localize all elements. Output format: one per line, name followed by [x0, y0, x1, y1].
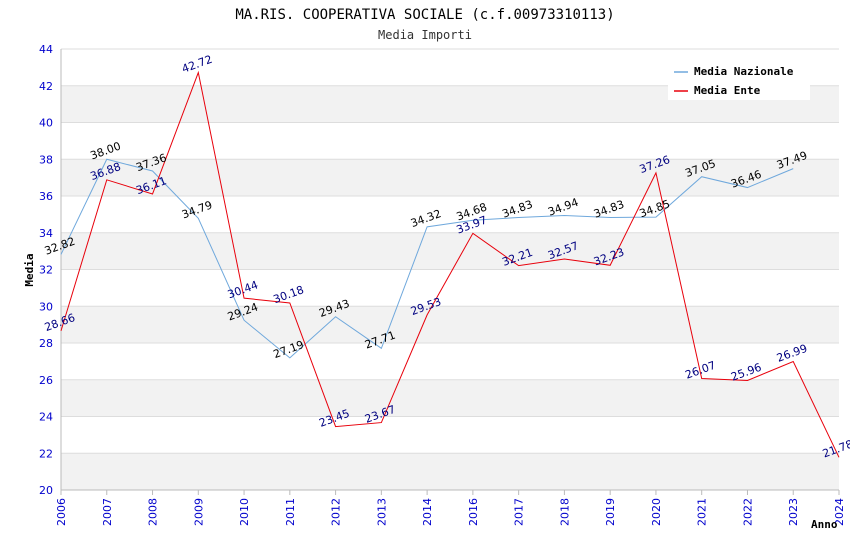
y-axis-label: Media: [23, 253, 36, 286]
x-tick-label: 2010: [238, 498, 251, 526]
y-tick-label: 26: [39, 374, 53, 387]
y-tick-label: 38: [39, 153, 53, 166]
y-tick-label: 30: [39, 300, 53, 313]
x-axis-label: Anno: [811, 518, 838, 531]
background-band: [61, 453, 839, 490]
axes: [60, 49, 840, 495]
y-tick-label: 32: [39, 264, 53, 277]
series-lines: [60, 70, 840, 458]
legend-box: [668, 60, 810, 100]
y-tick-label: 40: [39, 117, 53, 130]
x-tick-label: 2021: [696, 498, 709, 526]
background-band: [61, 232, 839, 270]
y-tick-label: 22: [39, 447, 53, 460]
x-tick-label: 2012: [330, 498, 343, 526]
x-tick-label: 2016: [467, 498, 480, 526]
x-tick-label: 2009: [192, 498, 205, 526]
x-tick-label: 2008: [147, 498, 160, 526]
y-tick-label: 20: [39, 484, 53, 497]
data-label-nazionale: 34.79: [180, 198, 214, 221]
x-tick-label: 2019: [604, 498, 617, 526]
y-tick-label: 34: [39, 227, 53, 240]
y-tick-label: 44: [39, 43, 53, 56]
chart-title: MA.RIS. COOPERATIVA SOCIALE (c.f.0097331…: [235, 7, 614, 23]
data-label-ente: 42.72: [180, 53, 214, 76]
grid-lines: [61, 48, 839, 491]
x-tick-label: 2006: [55, 498, 68, 526]
x-tick-label: 2024: [833, 498, 846, 526]
chart-subtitle: Media Importi: [378, 28, 472, 42]
series-line-nazionale: [60, 158, 794, 359]
legend-label-nazionale: Media Nazionale: [694, 65, 794, 78]
legend-label-ente: Media Ente: [694, 84, 761, 97]
x-tick-label: 2013: [375, 498, 388, 526]
y-tick-label: 36: [39, 190, 53, 203]
x-tick-label: 2011: [284, 498, 297, 526]
x-tick-label: 2014: [421, 498, 434, 526]
x-tick-label: 2022: [741, 498, 754, 526]
x-tick-label: 2018: [558, 498, 571, 526]
legend: Media Nazionale Media Ente: [668, 60, 810, 100]
background-band: [61, 159, 839, 196]
y-tick-labels: 20 22 24 26 28 30 32 34 36 38 40 42 44: [39, 43, 53, 497]
series-line-ente: [60, 70, 840, 458]
x-tick-label: 2007: [101, 498, 114, 526]
data-label-nazionale: 34.32: [409, 207, 443, 230]
background-band: [61, 306, 839, 343]
x-tick-label: 2020: [650, 498, 663, 526]
y-tick-label: 28: [39, 337, 53, 350]
data-label-ente: 26.99: [775, 342, 809, 365]
x-tick-label: 2023: [787, 498, 800, 526]
x-tick-label: 2017: [513, 498, 526, 526]
background-band: [61, 379, 839, 417]
x-tick-labels: 2006 2007 2008 2009 2010 2011 2012 2013 2014 2016…: [55, 498, 846, 526]
plot-background-bands: [61, 85, 839, 490]
y-tick-label: 24: [39, 411, 53, 424]
data-label-ente: 26.07: [683, 359, 717, 382]
data-label-ente: 30.44: [226, 278, 260, 301]
y-tick-label: 42: [39, 80, 53, 93]
